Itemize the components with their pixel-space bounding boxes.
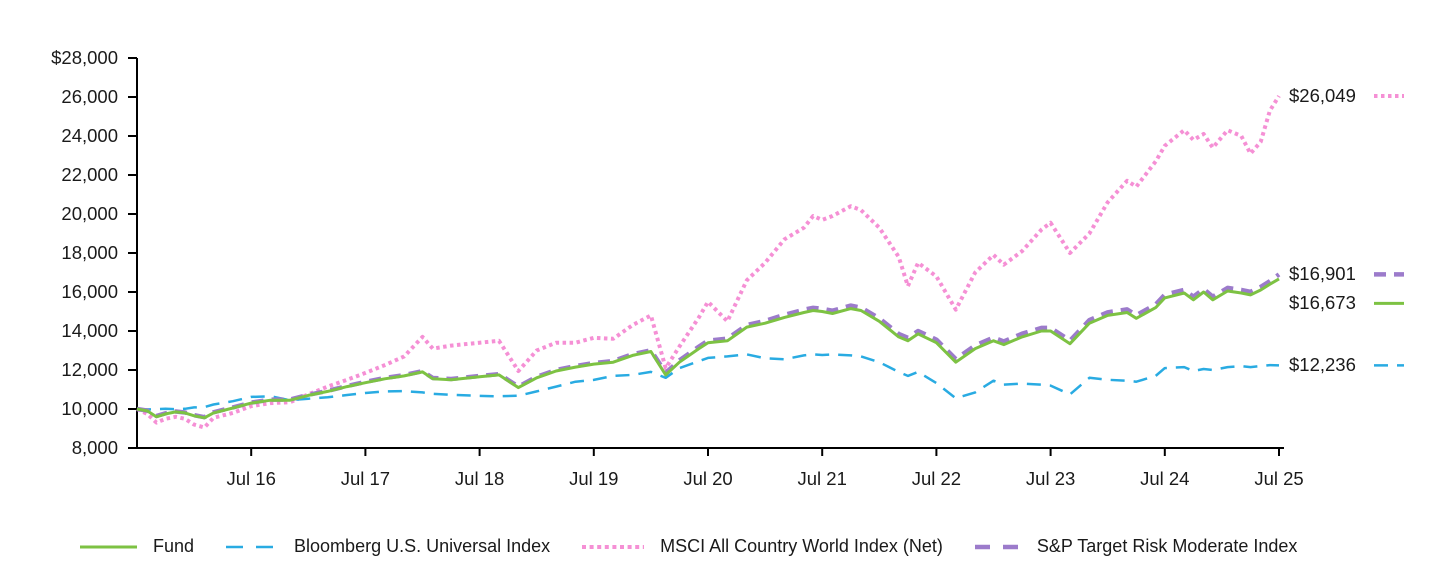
legend-label: Bloomberg U.S. Universal Index — [294, 536, 551, 556]
legend-item-msci-all-country-world-index-net-: MSCI All Country World Index (Net) — [582, 536, 943, 557]
end-value-label-msci-all-country-world-index-net-: $26,049 — [1289, 85, 1356, 107]
series-line-msci-all-country-world-index-net- — [136, 94, 1281, 430]
y-axis-tick-label: 10,000 — [61, 398, 118, 419]
legend-label: S&P Target Risk Moderate Index — [1036, 536, 1298, 556]
x-axis-tick-label: Jul 25 — [1254, 468, 1304, 489]
end-value-label-bloomberg-u-s-universal-index: $12,236 — [1289, 354, 1356, 376]
x-axis-tick-label: Jul 23 — [1025, 468, 1076, 489]
end-value-label-s-p-target-risk-moderate-index: $16,901 — [1289, 263, 1356, 285]
legend-label: Fund — [153, 536, 195, 556]
legend-item-fund: Fund — [80, 536, 194, 557]
y-axis-tick-label: 8,000 — [71, 437, 118, 458]
y-axis-tick-label: 18,000 — [61, 242, 118, 263]
x-axis-tick-label: Jul 20 — [683, 468, 733, 489]
y-axis-tick-label: 20,000 — [61, 203, 118, 224]
x-axis-tick-label: Jul 22 — [911, 468, 962, 489]
y-axis-tick-label: 24,000 — [61, 125, 118, 146]
chart-legend: Fund Bloomberg U.S. Universal Index MSCI A… — [80, 536, 1329, 557]
legend-swatch-line — [974, 544, 1021, 549]
legend-item-bloomberg-u-s-universal-index: Bloomberg U.S. Universal Index — [226, 536, 550, 557]
x-axis-tick-label: Jul 21 — [797, 468, 847, 489]
legend-swatch-line — [226, 545, 279, 548]
y-axis-tick-label: 12,000 — [61, 359, 118, 380]
x-axis-tick-label: Jul 18 — [454, 468, 505, 489]
x-axis-tick-label: Jul 17 — [340, 468, 391, 489]
x-axis-tick-label: Jul 24 — [1140, 468, 1190, 489]
legend-swatch-line — [80, 545, 137, 548]
legend-swatch-line — [582, 544, 645, 549]
x-axis-tick-label: Jul 16 — [226, 468, 276, 489]
y-axis-tick-label: $28,000 — [51, 47, 118, 68]
series-line-fund — [136, 277, 1280, 420]
legend-label: MSCI All Country World Index (Net) — [660, 536, 943, 556]
x-axis-tick-label: Jul 19 — [569, 468, 619, 489]
y-axis-tick-label: 22,000 — [61, 164, 118, 185]
series-line-bloomberg-u-s-universal-index — [136, 353, 1280, 411]
y-axis-tick-label: 14,000 — [61, 320, 118, 341]
y-axis-tick-label: 16,000 — [61, 281, 118, 302]
y-axis-tick-label: 26,000 — [61, 86, 118, 107]
end-value-label-fund: $16,673 — [1289, 292, 1356, 314]
legend-item-s-p-target-risk-moderate-index: S&P Target Risk Moderate Index — [974, 536, 1298, 557]
